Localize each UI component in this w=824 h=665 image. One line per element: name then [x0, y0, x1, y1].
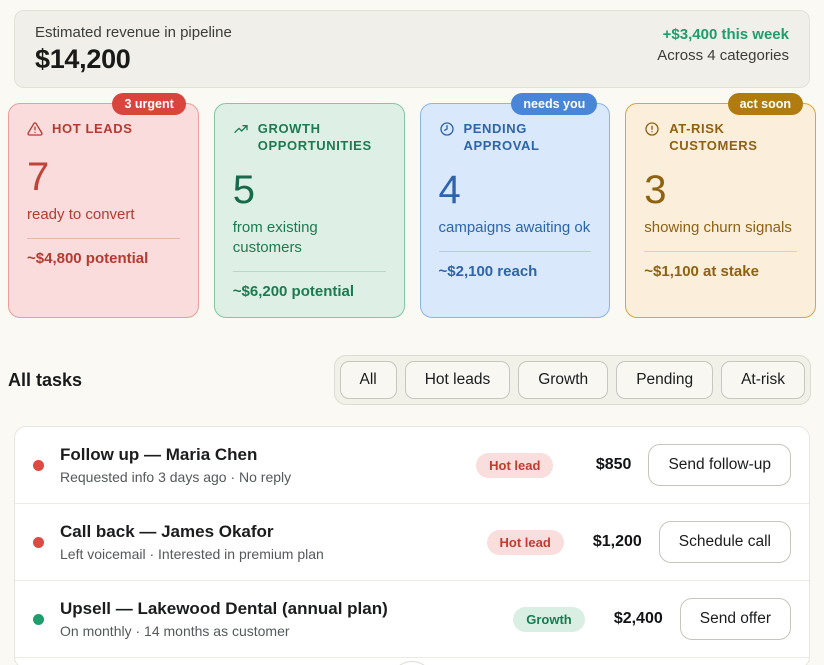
- card-description: from existing customers: [232, 218, 318, 257]
- trend-up-icon: [233, 121, 249, 142]
- filter-pending-button[interactable]: Pending: [616, 361, 714, 399]
- warning-triangle-icon: [27, 121, 43, 142]
- filter-all-button[interactable]: All: [339, 361, 397, 399]
- urgent-badge: 3 urgent: [112, 93, 186, 115]
- needs-you-badge: needs you: [511, 93, 598, 115]
- card-divider: [27, 238, 180, 240]
- task-row[interactable]: Follow up — Maria Chen Requested info 3 …: [15, 427, 809, 504]
- clock-icon: [439, 121, 455, 142]
- card-divider: [232, 271, 386, 273]
- task-tag-badge: Hot lead: [486, 529, 564, 555]
- send-follow-up-button[interactable]: Send follow-up: [648, 444, 791, 486]
- card-divider: [438, 251, 592, 253]
- card-footer-value: ~$4,800 potential: [27, 250, 149, 268]
- card-title: HOT LEADS: [52, 121, 133, 136]
- card-description: campaigns awaiting ok: [438, 218, 591, 236]
- card-title: AT-RISK CUSTOMERS: [669, 121, 758, 153]
- task-row[interactable]: Call back — James Okafor Left voicemail …: [15, 504, 809, 581]
- more-indicator[interactable]: [390, 661, 434, 665]
- task-filter-group: All Hot leads Growth Pending At-risk: [333, 355, 811, 405]
- tasks-header: All tasks All Hot leads Growth Pending A…: [8, 355, 811, 405]
- card-count: 7: [27, 154, 50, 199]
- act-soon-badge: act soon: [727, 93, 803, 115]
- alert-circle-icon: [644, 121, 660, 142]
- pipeline-revenue-amount: $14,200: [35, 44, 131, 74]
- weekly-delta: +$3,400 this week: [662, 26, 789, 43]
- card-pending-approval[interactable]: needs you PENDING APPROVAL 4 campaigns a…: [419, 93, 611, 319]
- task-subtitle: Left voicemail · Interested in premium p…: [60, 546, 324, 562]
- pipeline-revenue-right: +$3,400 this week Across 4 categories: [657, 24, 789, 64]
- card-footer-value: ~$1,100 at stake: [644, 263, 759, 281]
- status-dot-icon: [33, 536, 44, 548]
- tasks-heading: All tasks: [8, 369, 83, 390]
- task-tag-badge: Hot lead: [476, 452, 554, 478]
- task-subtitle: Requested info 3 days ago · No reply: [60, 469, 292, 485]
- send-offer-button[interactable]: Send offer: [679, 598, 791, 640]
- card-count: 3: [644, 167, 667, 212]
- card-divider: [644, 251, 797, 253]
- card-title: GROWTH OPPORTUNITIES: [257, 121, 372, 153]
- task-row[interactable]: Upsell — Lakewood Dental (annual plan) O…: [15, 581, 809, 658]
- card-description: showing churn signals: [644, 218, 792, 236]
- status-dot-icon: [33, 459, 44, 471]
- task-value: $850: [595, 456, 632, 473]
- card-count: 4: [438, 167, 461, 212]
- task-title: Follow up — Maria Chen: [60, 445, 258, 464]
- filter-hot-leads-button[interactable]: Hot leads: [404, 361, 511, 399]
- card-title: PENDING APPROVAL: [463, 121, 540, 153]
- card-growth-opportunities[interactable]: GROWTH OPPORTUNITIES 5 from existing cus…: [213, 103, 405, 319]
- task-value: $1,200: [592, 533, 642, 550]
- task-list-overflow-row: [15, 658, 809, 665]
- category-cards: 3 urgent HOT LEADS 7 ready to convert ~$…: [8, 93, 816, 319]
- filter-growth-button[interactable]: Growth: [518, 361, 609, 399]
- task-subtitle: On monthly · 14 months as customer: [60, 623, 290, 639]
- pipeline-revenue-label: Estimated revenue in pipeline: [35, 24, 232, 41]
- card-hot-leads[interactable]: 3 urgent HOT LEADS 7 ready to convert ~$…: [8, 93, 199, 319]
- schedule-call-button[interactable]: Schedule call: [658, 521, 791, 563]
- card-footer-value: ~$2,100 reach: [438, 263, 538, 281]
- task-title: Upsell — Lakewood Dental (annual plan): [60, 599, 388, 618]
- pipeline-revenue-left: Estimated revenue in pipeline $14,200: [35, 24, 232, 75]
- status-dot-icon: [33, 613, 44, 625]
- pipeline-revenue-banner: Estimated revenue in pipeline $14,200 +$…: [14, 10, 810, 88]
- task-value: $2,400: [613, 610, 663, 627]
- task-tag-badge: Growth: [513, 606, 585, 632]
- filter-at-risk-button[interactable]: At-risk: [721, 361, 805, 399]
- card-footer-value: ~$6,200 potential: [232, 283, 355, 301]
- task-list: Follow up — Maria Chen Requested info 3 …: [14, 426, 810, 665]
- categories-subtext: Across 4 categories: [657, 47, 789, 64]
- card-description: ready to convert: [27, 205, 135, 223]
- card-count: 5: [232, 167, 255, 212]
- card-at-risk-customers[interactable]: act soon AT-RISK CUSTOMERS 3 showing chu…: [625, 93, 816, 319]
- task-title: Call back — James Okafor: [60, 522, 274, 541]
